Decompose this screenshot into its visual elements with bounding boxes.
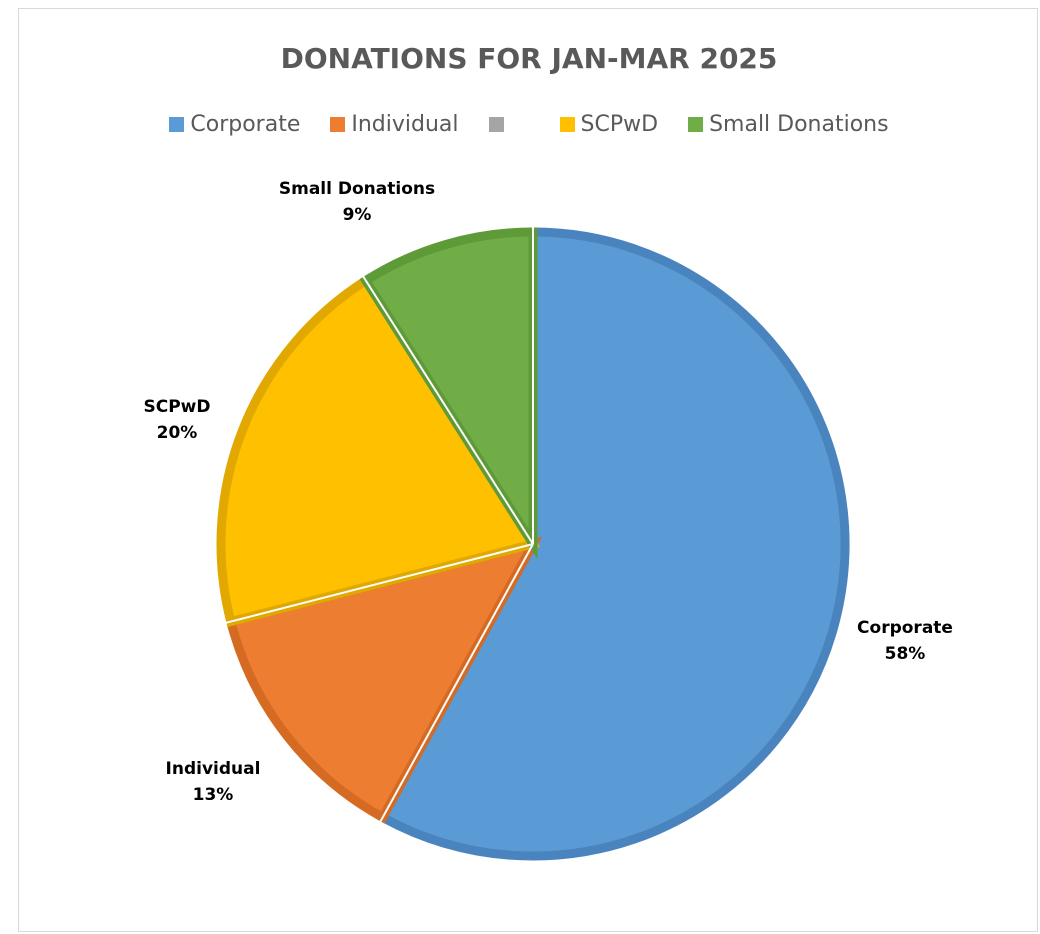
data-label-percent: 13% <box>193 785 234 805</box>
legend-swatch <box>559 116 575 132</box>
legend-swatch <box>488 116 504 132</box>
legend-swatch <box>330 116 346 132</box>
data-label-percent: 58% <box>885 644 926 664</box>
legend-swatch <box>169 116 185 132</box>
legend: Corporate Individual SCPwD Small Donations <box>19 109 1039 139</box>
legend-item: Individual <box>330 111 459 137</box>
legend-swatch <box>688 116 704 132</box>
slice-separator <box>225 543 534 624</box>
pie-slice <box>216 274 541 628</box>
data-label-name: SCPwD <box>144 397 211 417</box>
legend-item: Small Donations <box>688 112 889 137</box>
slice-separator <box>379 543 534 823</box>
legend-label: SCPwD <box>580 111 659 137</box>
pie-slice <box>359 227 538 560</box>
chart-title: DONATIONS FOR JAN-MAR 2025 <box>280 42 778 75</box>
data-label-name: Small Donations <box>279 179 435 199</box>
pie-slice <box>225 537 542 824</box>
data-label-percent: 9% <box>343 205 372 225</box>
legend-label: Small Donations <box>709 111 889 137</box>
data-label-name: Individual <box>166 759 261 779</box>
legend-item: SCPwD <box>559 111 659 137</box>
slice-separator <box>362 275 534 545</box>
legend-item: Corporate <box>169 112 300 137</box>
pie-slice <box>376 227 850 861</box>
data-label-name: Corporate <box>857 618 953 638</box>
legend-label: Corporate <box>190 111 301 137</box>
data-label-percent: 20% <box>157 423 198 443</box>
legend-item <box>488 116 530 132</box>
legend-label: Individual <box>351 111 459 137</box>
